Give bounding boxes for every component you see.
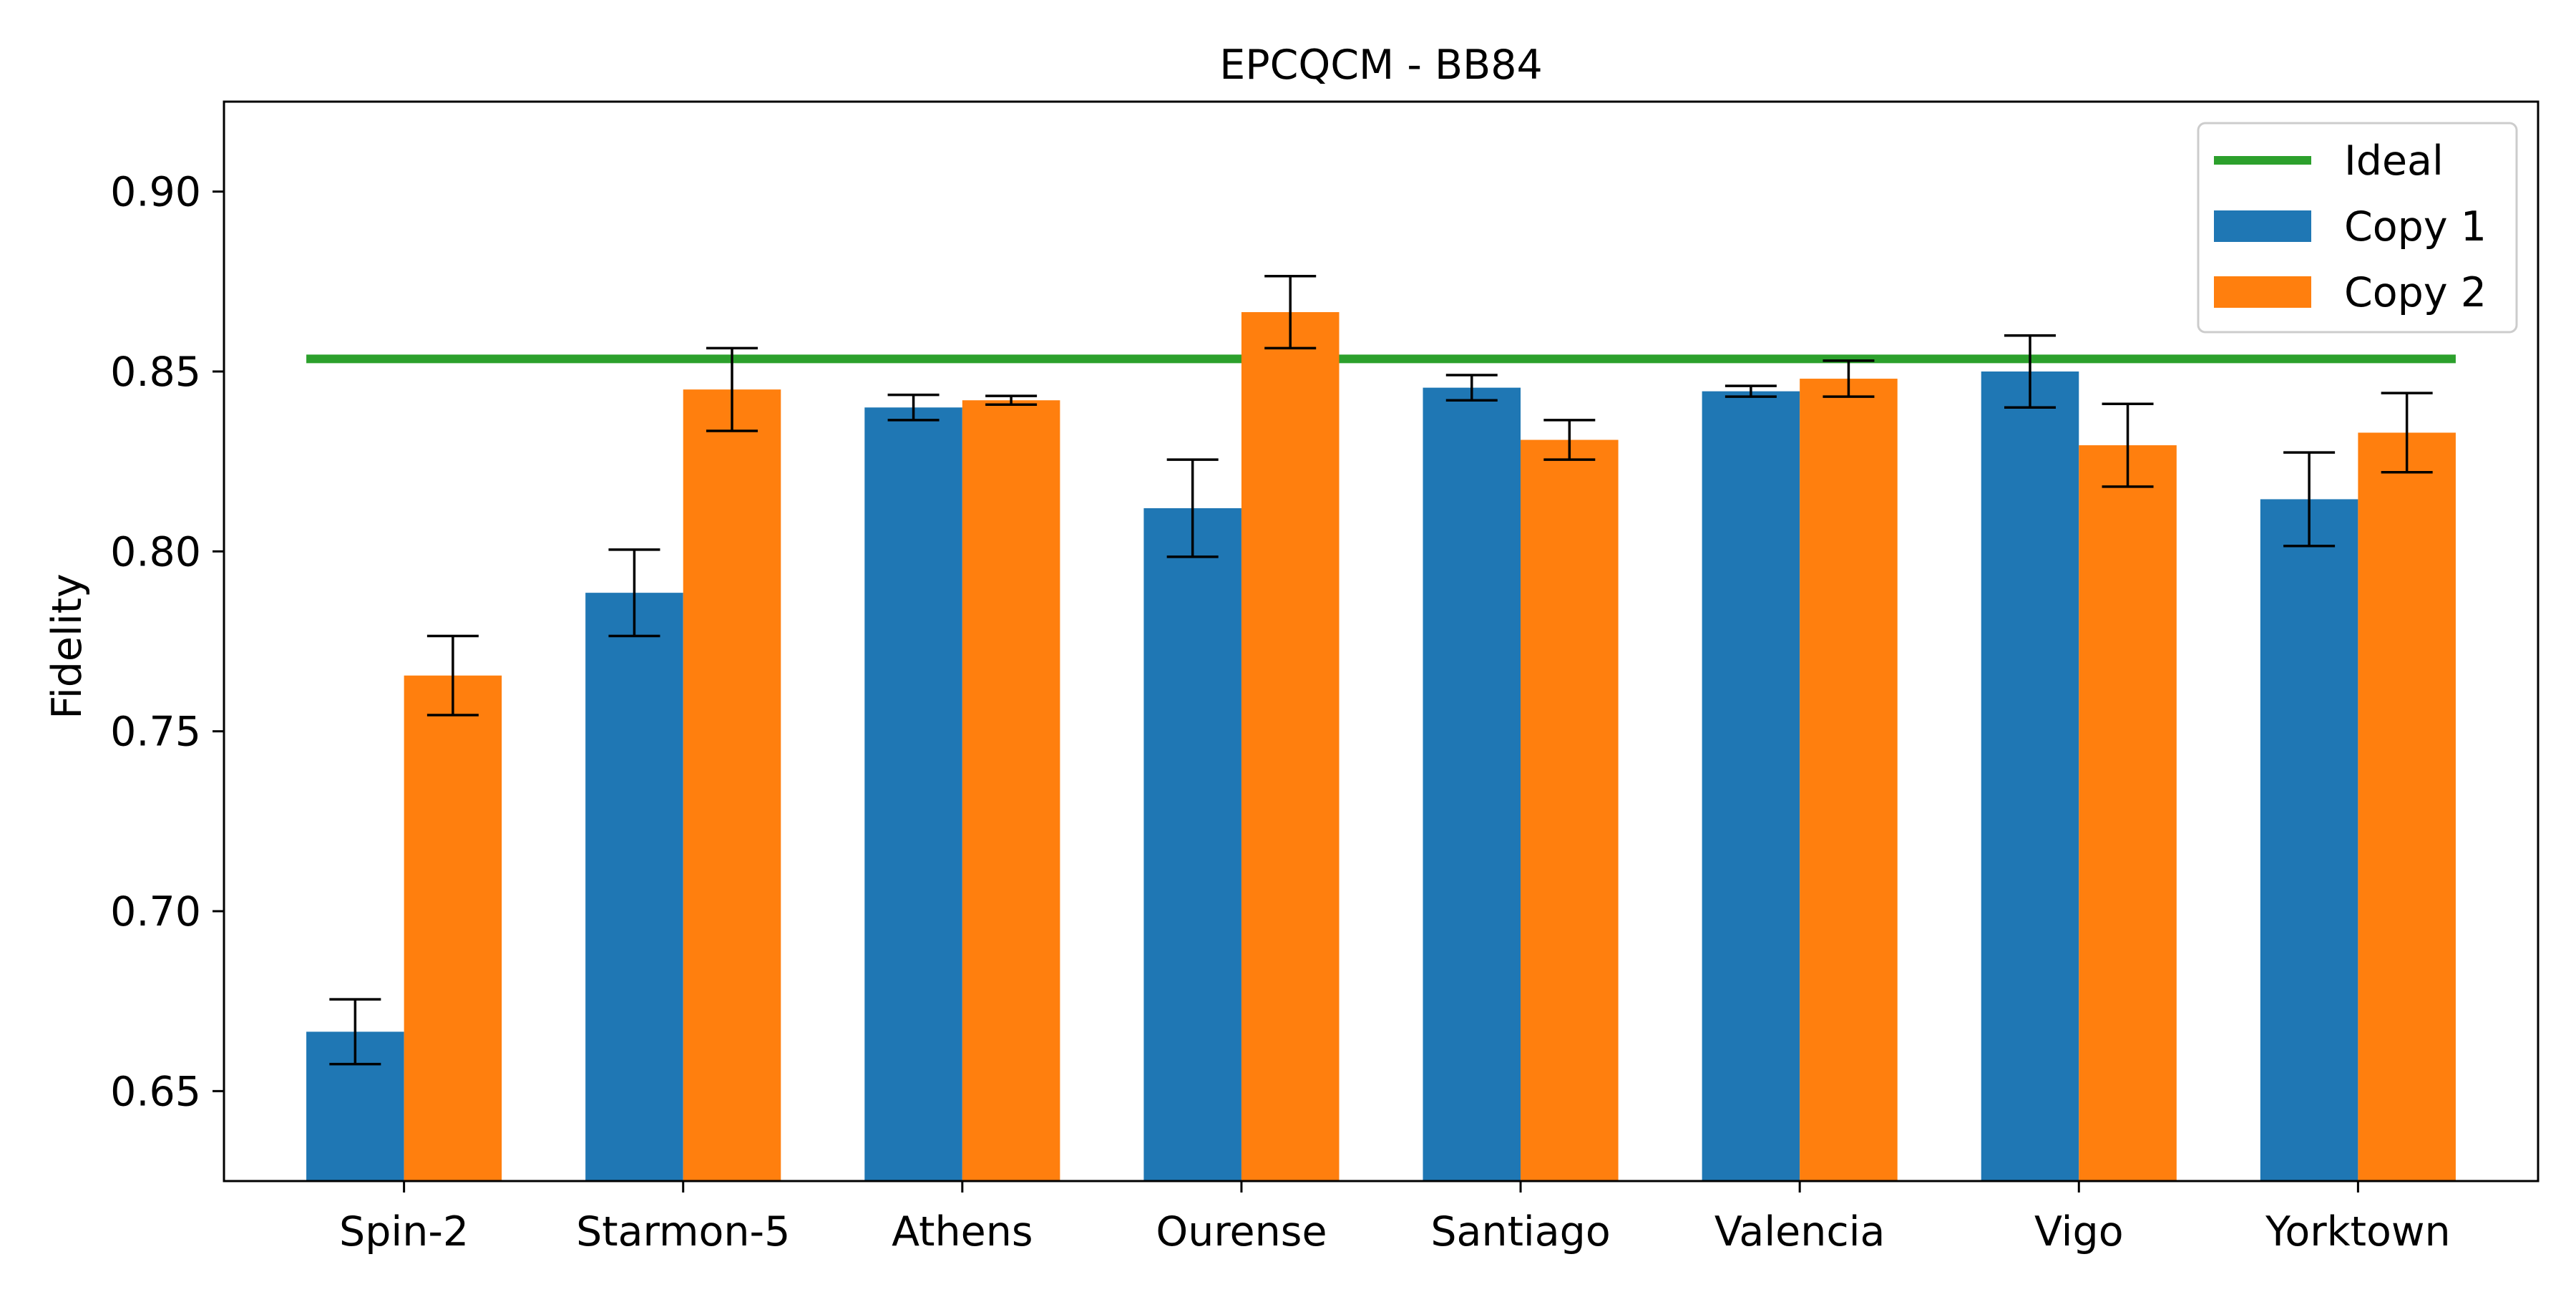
y-tick-label: 0.90 [110, 169, 201, 216]
axes-frame [223, 100, 2540, 1182]
legend: Ideal Copy 1 Copy 2 [2197, 122, 2518, 334]
chart-title: EPCQCM - BB84 [1219, 42, 1543, 89]
legend-label: Ideal [2344, 137, 2444, 185]
bar-2-6 [1800, 379, 1898, 1181]
error-bar-1-1 [329, 998, 381, 1066]
bar-1-4 [1143, 508, 1241, 1181]
bar-1-3 [864, 407, 962, 1182]
bar-1-5 [1423, 387, 1521, 1181]
error-bar-2-3 [985, 394, 1038, 406]
error-bar-1-7 [2004, 334, 2057, 409]
legend-copy-2-swatch [2214, 276, 2311, 308]
error-bar-1-8 [2283, 451, 2336, 548]
x-tick-label: Starmon-5 [576, 1208, 790, 1255]
error-bar-2-4 [1264, 275, 1317, 350]
x-tick-label: Ourense [1156, 1208, 1327, 1255]
x-tick-label: Santiago [1430, 1208, 1610, 1255]
error-bar-2-8 [2381, 392, 2433, 474]
bar-2-8 [2358, 432, 2456, 1181]
legend-label: Copy 2 [2344, 269, 2487, 316]
bar-1-2 [585, 593, 683, 1181]
bar-2-5 [1521, 439, 1619, 1182]
bar-2-7 [2079, 445, 2177, 1182]
y-tick-label: 0.85 [110, 349, 201, 396]
x-tick-label: Vigo [2034, 1208, 2124, 1255]
legend-copy-1-swatch [2214, 210, 2311, 242]
error-bar-1-3 [887, 393, 940, 422]
y-tick-label: 0.70 [110, 888, 201, 936]
bar-1-8 [2260, 499, 2358, 1181]
bar-2-4 [1241, 312, 1340, 1181]
error-bar-2-7 [2102, 402, 2154, 488]
x-tick-label: Athens [892, 1208, 1033, 1255]
plot-area: 0.65 0.70 0.75 0.80 0.85 0.90 Spin-2 Starmon-5 A… [110, 100, 2540, 1255]
x-tick-label: Yorktown [2265, 1208, 2451, 1255]
legend-label: Copy 1 [2344, 203, 2487, 251]
bar-2-3 [962, 400, 1060, 1181]
y-tick-label: 0.65 [110, 1068, 201, 1115]
y-tick-label: 0.80 [110, 528, 201, 575]
error-bar-1-4 [1166, 458, 1219, 558]
x-tick-label: Valencia [1714, 1208, 1885, 1255]
error-bar-1-5 [1445, 374, 1498, 402]
bar-1-7 [1981, 371, 2079, 1181]
error-bar-2-6 [1823, 359, 1875, 398]
error-bar-2-5 [1543, 419, 1596, 461]
error-bar-1-2 [608, 548, 660, 638]
error-bar-2-1 [426, 634, 479, 717]
bar-2-1 [404, 675, 502, 1181]
error-bar-2-2 [706, 346, 758, 432]
bar-2-2 [683, 389, 781, 1182]
y-axis-label: Fidelity [44, 573, 91, 719]
bar-1-6 [1702, 391, 1800, 1181]
y-tick-label: 0.75 [110, 709, 201, 756]
error-bar-1-6 [1724, 384, 1777, 398]
x-tick-label: Spin-2 [339, 1208, 469, 1255]
